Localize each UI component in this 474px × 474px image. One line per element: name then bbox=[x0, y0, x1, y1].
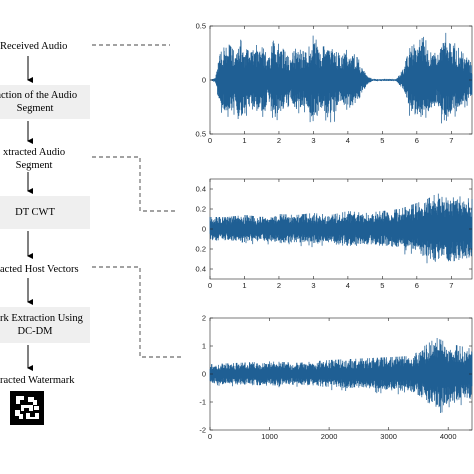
x-tick-label: 5 bbox=[380, 281, 384, 290]
watermark-extraction-line2: DC-DM bbox=[17, 326, 53, 337]
x-tick-label: 5 bbox=[380, 136, 384, 145]
x-tick-label: 2 bbox=[277, 136, 281, 145]
x-tick-label: 6 bbox=[415, 281, 419, 290]
y-tick-label: -2 bbox=[199, 426, 206, 435]
y-tick-label: 0.4 bbox=[196, 185, 206, 194]
x-tick-label: 4 bbox=[346, 281, 350, 290]
dashed-connectors bbox=[92, 44, 182, 358]
extraction-step-line2: Segment bbox=[16, 103, 54, 114]
x-tick-label: 4000 bbox=[440, 432, 457, 441]
waveform-chart-2: 0 1 2 3 4 5 6 7 0.4 0.2 0 -0.2 -0.4 bbox=[195, 178, 473, 290]
watermark-extraction-line1: mark Extraction Using bbox=[0, 313, 83, 324]
x-tick-label: 0 bbox=[208, 136, 212, 145]
x-tick-label: 1000 bbox=[261, 432, 278, 441]
host-vectors-label: acted Host Vectors bbox=[0, 264, 79, 275]
y-tick-label: 0 bbox=[202, 225, 206, 234]
x-tick-label: 6 bbox=[415, 136, 419, 145]
y-tick-label: 0.2 bbox=[196, 205, 206, 214]
x-tick-label: 3 bbox=[311, 136, 315, 145]
y-tick-label: 0 bbox=[202, 76, 206, 85]
extraction-step-line1: raction of the Audio bbox=[0, 90, 78, 101]
plot-host-vectors: 0 1000 2000 3000 4000 2 1 0 -1 -2 bbox=[195, 312, 474, 462]
y-tick-label: -0.2 bbox=[195, 245, 206, 254]
x-tick-label: 3000 bbox=[380, 432, 397, 441]
x-tick-label: 3 bbox=[311, 281, 315, 290]
y-tick-label: -0.5 bbox=[195, 130, 206, 139]
x-tick-label: 2 bbox=[277, 281, 281, 290]
extracted-segment-label: xtracted Audio Segment bbox=[3, 147, 66, 171]
x-tick-label: 0 bbox=[208, 281, 212, 290]
dtcwt-step-label: DT CWT bbox=[15, 207, 55, 218]
y-tick-label: 0 bbox=[202, 370, 206, 379]
x-tick-label: 1 bbox=[242, 136, 246, 145]
waveform-series bbox=[209, 338, 473, 413]
x-tick-label: 7 bbox=[449, 281, 453, 290]
plot-extracted-segment: 0 1 2 3 4 5 6 7 0.4 0.2 0 -0.2 -0.4 bbox=[195, 173, 474, 301]
waveform-chart-3: 0 1000 2000 3000 4000 2 1 0 -1 -2 bbox=[199, 314, 473, 441]
waveform-series bbox=[209, 193, 473, 264]
watermark-image bbox=[10, 391, 44, 425]
x-tick-label: 1 bbox=[242, 281, 246, 290]
dashed-connector-2 bbox=[92, 156, 178, 212]
x-tick-label: 0 bbox=[208, 432, 212, 441]
dashed-connector-3 bbox=[92, 266, 182, 358]
y-tick-label: 0.5 bbox=[196, 22, 206, 31]
extraction-step-box: raction of the Audio Segment bbox=[0, 85, 90, 119]
y-tick-label: -1 bbox=[199, 398, 206, 407]
y-tick-label: -0.4 bbox=[195, 265, 206, 274]
watermark-extraction-box: mark Extraction Using DC-DM bbox=[0, 307, 90, 343]
x-tick-label: 7 bbox=[449, 136, 453, 145]
extracted-watermark-label: racted Watermark bbox=[0, 375, 75, 386]
x-tick-label: 4 bbox=[346, 136, 350, 145]
y-tick-label: 2 bbox=[202, 314, 206, 323]
y-tick-label: 1 bbox=[202, 342, 206, 351]
received-audio-label: Received Audio bbox=[0, 41, 68, 52]
x-tick-label: 2000 bbox=[321, 432, 338, 441]
waveform-series bbox=[210, 32, 473, 124]
dtcwt-step-box: DT CWT bbox=[0, 196, 90, 229]
